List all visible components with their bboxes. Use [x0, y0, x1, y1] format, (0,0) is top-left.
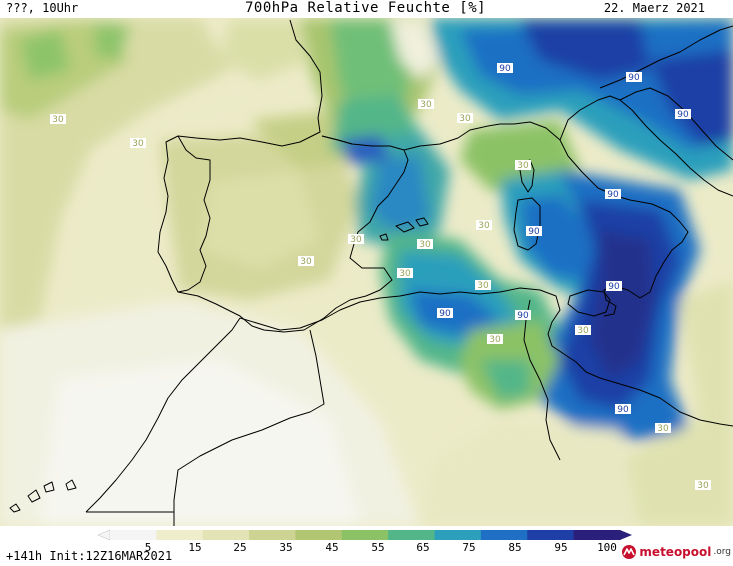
- svg-text:30: 30: [300, 257, 312, 267]
- contour-label: 30: [348, 234, 364, 245]
- svg-text:30: 30: [477, 281, 489, 291]
- contour-label: 30: [298, 256, 314, 267]
- contour-label: 90: [437, 308, 453, 319]
- svg-text:30: 30: [657, 424, 669, 434]
- colorbar-swatch: [202, 530, 250, 540]
- contour-label: 90: [606, 281, 622, 292]
- colorbar-tick-label: 85: [508, 541, 522, 554]
- colorbar-tick-label: 100: [597, 541, 617, 554]
- logo-text: meteopool: [639, 545, 712, 559]
- svg-text:90: 90: [677, 110, 689, 120]
- svg-text:30: 30: [132, 139, 144, 149]
- contour-labels: 30 30 30 90 90 90 30 30 30 30 30 90 90 3…: [50, 63, 711, 491]
- svg-text:30: 30: [52, 115, 64, 125]
- colorbar-swatch: [480, 530, 528, 540]
- svg-text:30: 30: [577, 326, 589, 336]
- colorbar-tick-label: 55: [371, 541, 385, 554]
- svg-text:30: 30: [478, 221, 490, 231]
- colorbar-extend-low: [97, 529, 111, 541]
- colorbar-tick-label: 25: [233, 541, 247, 554]
- colorbar-tick-label: 45: [325, 541, 339, 554]
- valid-time-label: ???, 10Uhr: [6, 1, 79, 15]
- svg-text:90: 90: [617, 405, 629, 415]
- svg-text:90: 90: [608, 282, 620, 292]
- colorbar-extend-high: [620, 530, 632, 540]
- svg-text:30: 30: [399, 269, 411, 279]
- contour-label: 90: [675, 109, 691, 120]
- meteopool-logo: meteopool .org: [621, 544, 731, 560]
- svg-text:90: 90: [628, 73, 640, 83]
- svg-text:30: 30: [489, 335, 501, 345]
- colorbar-tick-label: 5: [144, 541, 152, 554]
- contour-label: 30: [418, 99, 434, 110]
- svg-text:90: 90: [607, 190, 619, 200]
- colorbar-tick-label: 35: [279, 541, 293, 554]
- svg-text:90: 90: [499, 64, 511, 74]
- svg-text:30: 30: [459, 114, 471, 124]
- svg-text:90: 90: [528, 227, 540, 237]
- colorbar-swatch: [388, 530, 436, 540]
- map-title: 700hPa Relative Feuchte [%]: [245, 0, 487, 16]
- contour-label: 90: [515, 310, 531, 321]
- colorbar-tick-label: 65: [416, 541, 430, 554]
- contour-label: 30: [475, 280, 491, 291]
- contour-label: 90: [615, 404, 631, 415]
- colorbar-swatch: [295, 530, 343, 540]
- contour-label: 30: [457, 113, 473, 124]
- svg-text:30: 30: [419, 240, 431, 250]
- contour-label: 90: [626, 72, 642, 83]
- contour-label: 90: [526, 226, 542, 237]
- colorbar-tick-label: 15: [188, 541, 202, 554]
- contour-label: 30: [695, 480, 711, 491]
- svg-text:30: 30: [697, 481, 709, 491]
- contour-label: 30: [397, 268, 413, 279]
- colorbar-tick-label: 95: [554, 541, 568, 554]
- logo-suffix: .org: [713, 547, 731, 557]
- svg-text:90: 90: [517, 311, 529, 321]
- contour-label: 30: [50, 114, 66, 125]
- colorbar: [97, 529, 632, 541]
- contour-label: 30: [417, 239, 433, 250]
- colorbar-swatch: [156, 530, 204, 540]
- contour-label: 30: [487, 334, 503, 345]
- contour-label: 30: [476, 220, 492, 231]
- svg-text:30: 30: [517, 161, 529, 171]
- colorbar-swatch: [573, 530, 621, 540]
- valid-date-label: 22. Maerz 2021: [603, 1, 705, 15]
- svg-text:30: 30: [350, 235, 362, 245]
- colorbar-swatch: [434, 530, 482, 540]
- init-time-label: +141h Init:12Z16MAR2021: [6, 549, 173, 563]
- legend-area: [0, 526, 733, 566]
- contour-label: 30: [575, 325, 591, 336]
- contour-label: 30: [655, 423, 671, 434]
- humidity-map: 30 30 30 90 90 90 30 30 30 30 30 90 90 3…: [0, 18, 733, 526]
- contour-label: 90: [605, 189, 621, 200]
- colorbar-swatch: [527, 530, 575, 540]
- svg-text:90: 90: [439, 309, 451, 319]
- map-header: ???, 10Uhr 700hPa Relative Feuchte [%] 2…: [0, 0, 733, 18]
- svg-text:30: 30: [420, 100, 432, 110]
- contour-label: 30: [515, 160, 531, 171]
- colorbar-swatch: [110, 530, 157, 540]
- humidity-field: [0, 18, 733, 526]
- contour-label: 30: [130, 138, 146, 149]
- meteopool-logo-icon: [622, 545, 637, 559]
- colorbar-swatch: [341, 530, 389, 540]
- colorbar-tick-label: 75: [462, 541, 476, 554]
- contour-label: 90: [497, 63, 513, 74]
- colorbar-swatch: [249, 530, 296, 540]
